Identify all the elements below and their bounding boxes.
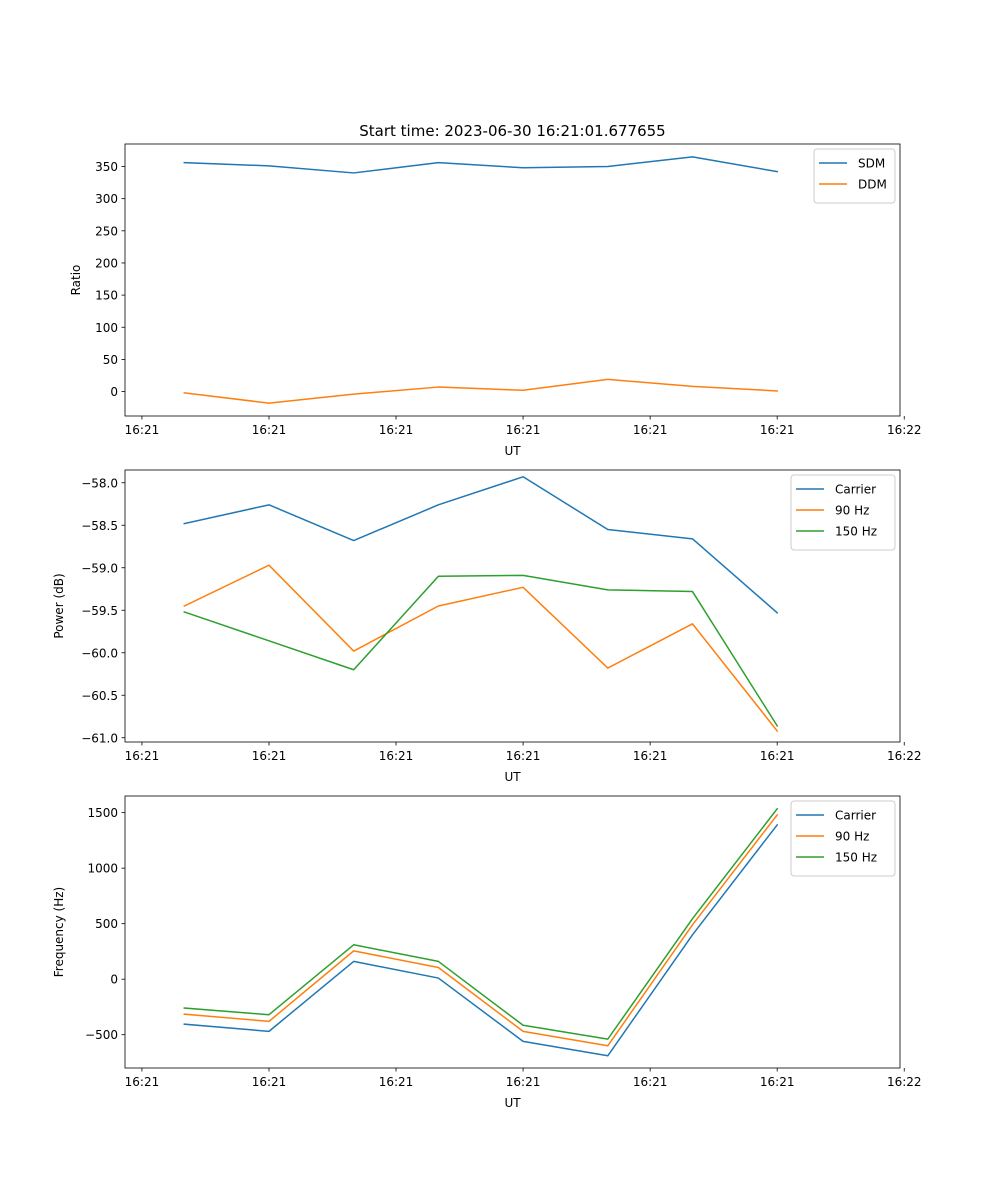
y-tick-label: 500 [95, 917, 118, 931]
x-tick-label: 16:21 [506, 749, 541, 763]
legend-label: 150 Hz [835, 851, 877, 865]
series-line-2-2 [183, 564, 779, 733]
y-tick-label: 1500 [87, 806, 118, 820]
axes-frame-3 [124, 795, 901, 1069]
x-tick-label: 16:21 [252, 1075, 287, 1089]
y-axis-label: Frequency (Hz) [52, 887, 66, 978]
series-line-2-1 [183, 476, 779, 614]
y-tick-label: 350 [95, 160, 118, 174]
y-tick-label: 250 [95, 224, 118, 238]
x-tick-label: 16:21 [125, 749, 160, 763]
legend-label: Carrier [835, 483, 876, 497]
y-tick-label: 300 [95, 192, 118, 206]
y-tick-label: −60.5 [81, 689, 118, 703]
legend-label: 90 Hz [835, 830, 869, 844]
y-tick-label: −58.0 [81, 476, 118, 490]
y-tick-label: 50 [103, 353, 118, 367]
x-tick-label: 16:21 [506, 1075, 541, 1089]
legend-label: Carrier [835, 809, 876, 823]
y-tick-label: −58.5 [81, 519, 118, 533]
x-tick-label: 16:21 [379, 749, 414, 763]
x-tick-label: 16:21 [760, 1075, 795, 1089]
y-axis-label: Ratio [69, 265, 83, 296]
x-tick-label: 16:21 [252, 423, 287, 437]
x-tick-label: 16:21 [633, 423, 668, 437]
series-line-2-3 [183, 574, 779, 727]
legend-label: SDM [858, 157, 885, 171]
x-tick-label: 16:21 [379, 1075, 414, 1089]
series-line-3-3 [183, 807, 779, 1040]
x-tick-label: 16:21 [252, 749, 287, 763]
y-tick-label: 100 [95, 321, 118, 335]
figure-title: Start time: 2023-06-30 16:21:01.677655 [359, 122, 665, 140]
series-line-3-1 [183, 823, 779, 1057]
legend-label: 90 Hz [835, 504, 869, 518]
y-tick-label: 0 [110, 385, 118, 399]
x-tick-label: 16:21 [633, 749, 668, 763]
series-line-1-1 [183, 156, 779, 174]
x-tick-label: 16:22 [887, 749, 922, 763]
x-tick-label: 16:21 [125, 423, 160, 437]
y-axis-label: Power (dB) [52, 573, 66, 638]
x-tick-label: 16:21 [633, 1075, 668, 1089]
series-line-3-2 [183, 813, 779, 1047]
x-axis-label: UT [504, 770, 521, 784]
legend-label: 150 Hz [835, 525, 877, 539]
y-tick-label: −60.0 [81, 646, 118, 660]
series-line-1-2 [183, 378, 778, 404]
x-axis-label: UT [504, 1096, 521, 1110]
y-tick-label: −500 [85, 1028, 118, 1042]
x-tick-label: 16:21 [760, 749, 795, 763]
y-tick-label: 150 [95, 289, 118, 303]
y-tick-label: −59.5 [81, 604, 118, 618]
y-tick-label: −61.0 [81, 731, 118, 745]
x-tick-label: 16:21 [125, 1075, 160, 1089]
axes-frame-1 [124, 143, 901, 417]
x-axis-label: UT [504, 444, 521, 458]
y-tick-label: −59.0 [81, 561, 118, 575]
axes-frame-2 [124, 469, 901, 743]
x-tick-label: 16:21 [506, 423, 541, 437]
x-tick-label: 16:21 [379, 423, 414, 437]
x-tick-label: 16:22 [887, 1075, 922, 1089]
y-tick-label: 0 [110, 973, 118, 987]
x-tick-label: 16:21 [760, 423, 795, 437]
legend-label: DDM [858, 178, 887, 192]
y-tick-label: 1000 [87, 862, 118, 876]
x-tick-label: 16:22 [887, 423, 922, 437]
y-tick-label: 200 [95, 256, 118, 270]
